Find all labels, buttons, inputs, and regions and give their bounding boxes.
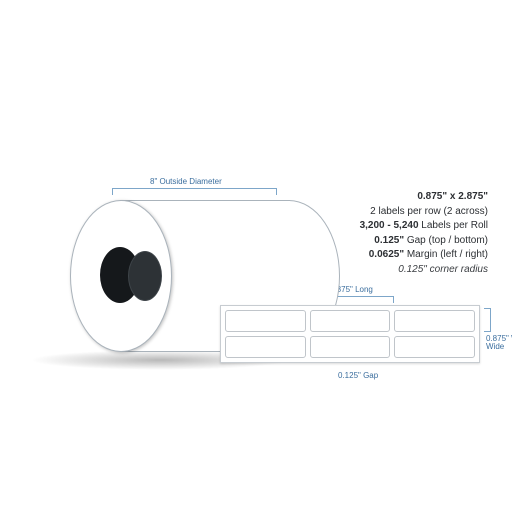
- label-die: [310, 336, 391, 358]
- label-die: [310, 310, 391, 332]
- spec-margin-lr-suffix: Margin (left / right): [404, 249, 488, 260]
- spec-gap: 0.125" Gap (top / bottom): [360, 234, 488, 249]
- spec-per-roll: 3,200 - 5,240 Labels per Roll: [360, 219, 488, 234]
- dim-outside-diameter: 8" Outside Diameter: [150, 178, 222, 186]
- spec-gap-suffix: Gap (top / bottom): [404, 235, 488, 246]
- dim-wide-label: 0.875" Wide Wide: [486, 335, 512, 351]
- spec-per-row: 2 labels per row (2 across): [360, 205, 488, 220]
- spec-per-roll-count: 3,200 - 5,240: [360, 220, 419, 231]
- spec-block: 0.875" x 2.875" 2 labels per row (2 acro…: [360, 190, 488, 277]
- bracket-outside-diameter: [112, 188, 277, 195]
- spec-margin-lr: 0.0625" Margin (left / right): [360, 248, 488, 263]
- dim-gap: 0.125" Gap: [338, 372, 378, 380]
- label-die: [225, 310, 306, 332]
- label-die: [394, 310, 475, 332]
- label-die: [225, 336, 306, 358]
- spec-per-roll-suffix: Labels per Roll: [419, 220, 488, 231]
- spec-corner-radius-value: 0.125" corner radius: [398, 264, 488, 275]
- label-strip: [220, 305, 480, 363]
- bracket-wide: [484, 308, 491, 332]
- spec-gap-value: 0.125": [374, 235, 404, 246]
- roll-core: [100, 247, 140, 303]
- diagram-canvas: 8" Outside Diameter 3" Core 0.0625" Marg…: [0, 0, 512, 512]
- spec-corner-radius: 0.125" corner radius: [360, 263, 488, 278]
- spec-size-value: 0.875" x 2.875": [417, 191, 488, 202]
- spec-margin-lr-value: 0.0625": [369, 249, 404, 260]
- label-die: [394, 336, 475, 358]
- spec-size: 0.875" x 2.875": [360, 190, 488, 205]
